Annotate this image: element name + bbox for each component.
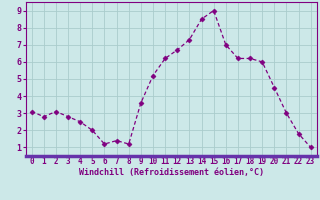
X-axis label: Windchill (Refroidissement éolien,°C): Windchill (Refroidissement éolien,°C) <box>79 168 264 177</box>
